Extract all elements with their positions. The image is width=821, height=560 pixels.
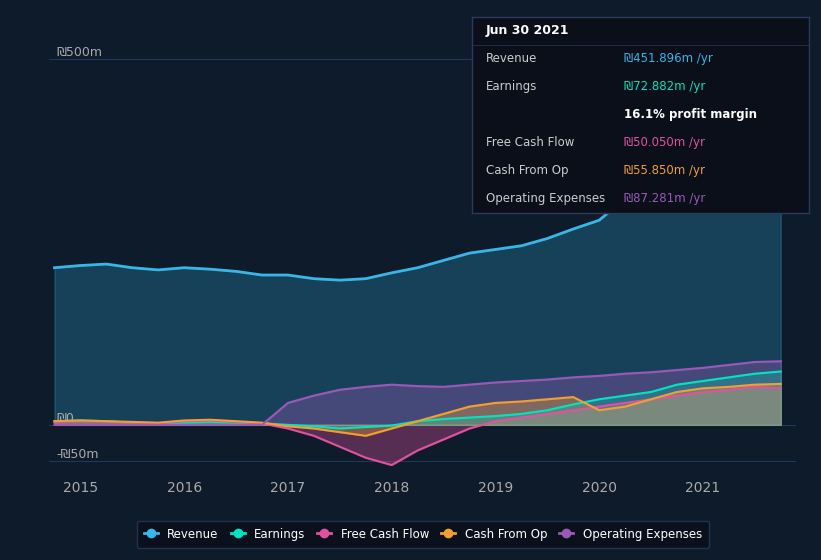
Text: Earnings: Earnings [485, 80, 537, 94]
Text: 16.1% profit margin: 16.1% profit margin [624, 108, 756, 122]
Text: Free Cash Flow: Free Cash Flow [485, 136, 574, 150]
Text: ₪500m: ₪500m [57, 46, 103, 59]
Text: -₪50m: -₪50m [57, 449, 99, 461]
Text: Cash From Op: Cash From Op [485, 164, 568, 178]
Text: ₪0: ₪0 [57, 412, 75, 425]
Text: ₪55.850m /yr: ₪55.850m /yr [624, 164, 704, 178]
Text: Revenue: Revenue [485, 52, 537, 66]
Text: Operating Expenses: Operating Expenses [485, 192, 605, 206]
Text: Jun 30 2021: Jun 30 2021 [485, 24, 569, 38]
Text: ₪50.050m /yr: ₪50.050m /yr [624, 136, 704, 150]
Text: ₪87.281m /yr: ₪87.281m /yr [624, 192, 705, 206]
Legend: Revenue, Earnings, Free Cash Flow, Cash From Op, Operating Expenses: Revenue, Earnings, Free Cash Flow, Cash … [136, 521, 709, 548]
Text: ₪72.882m /yr: ₪72.882m /yr [624, 80, 705, 94]
Text: ₪451.896m /yr: ₪451.896m /yr [624, 52, 713, 66]
